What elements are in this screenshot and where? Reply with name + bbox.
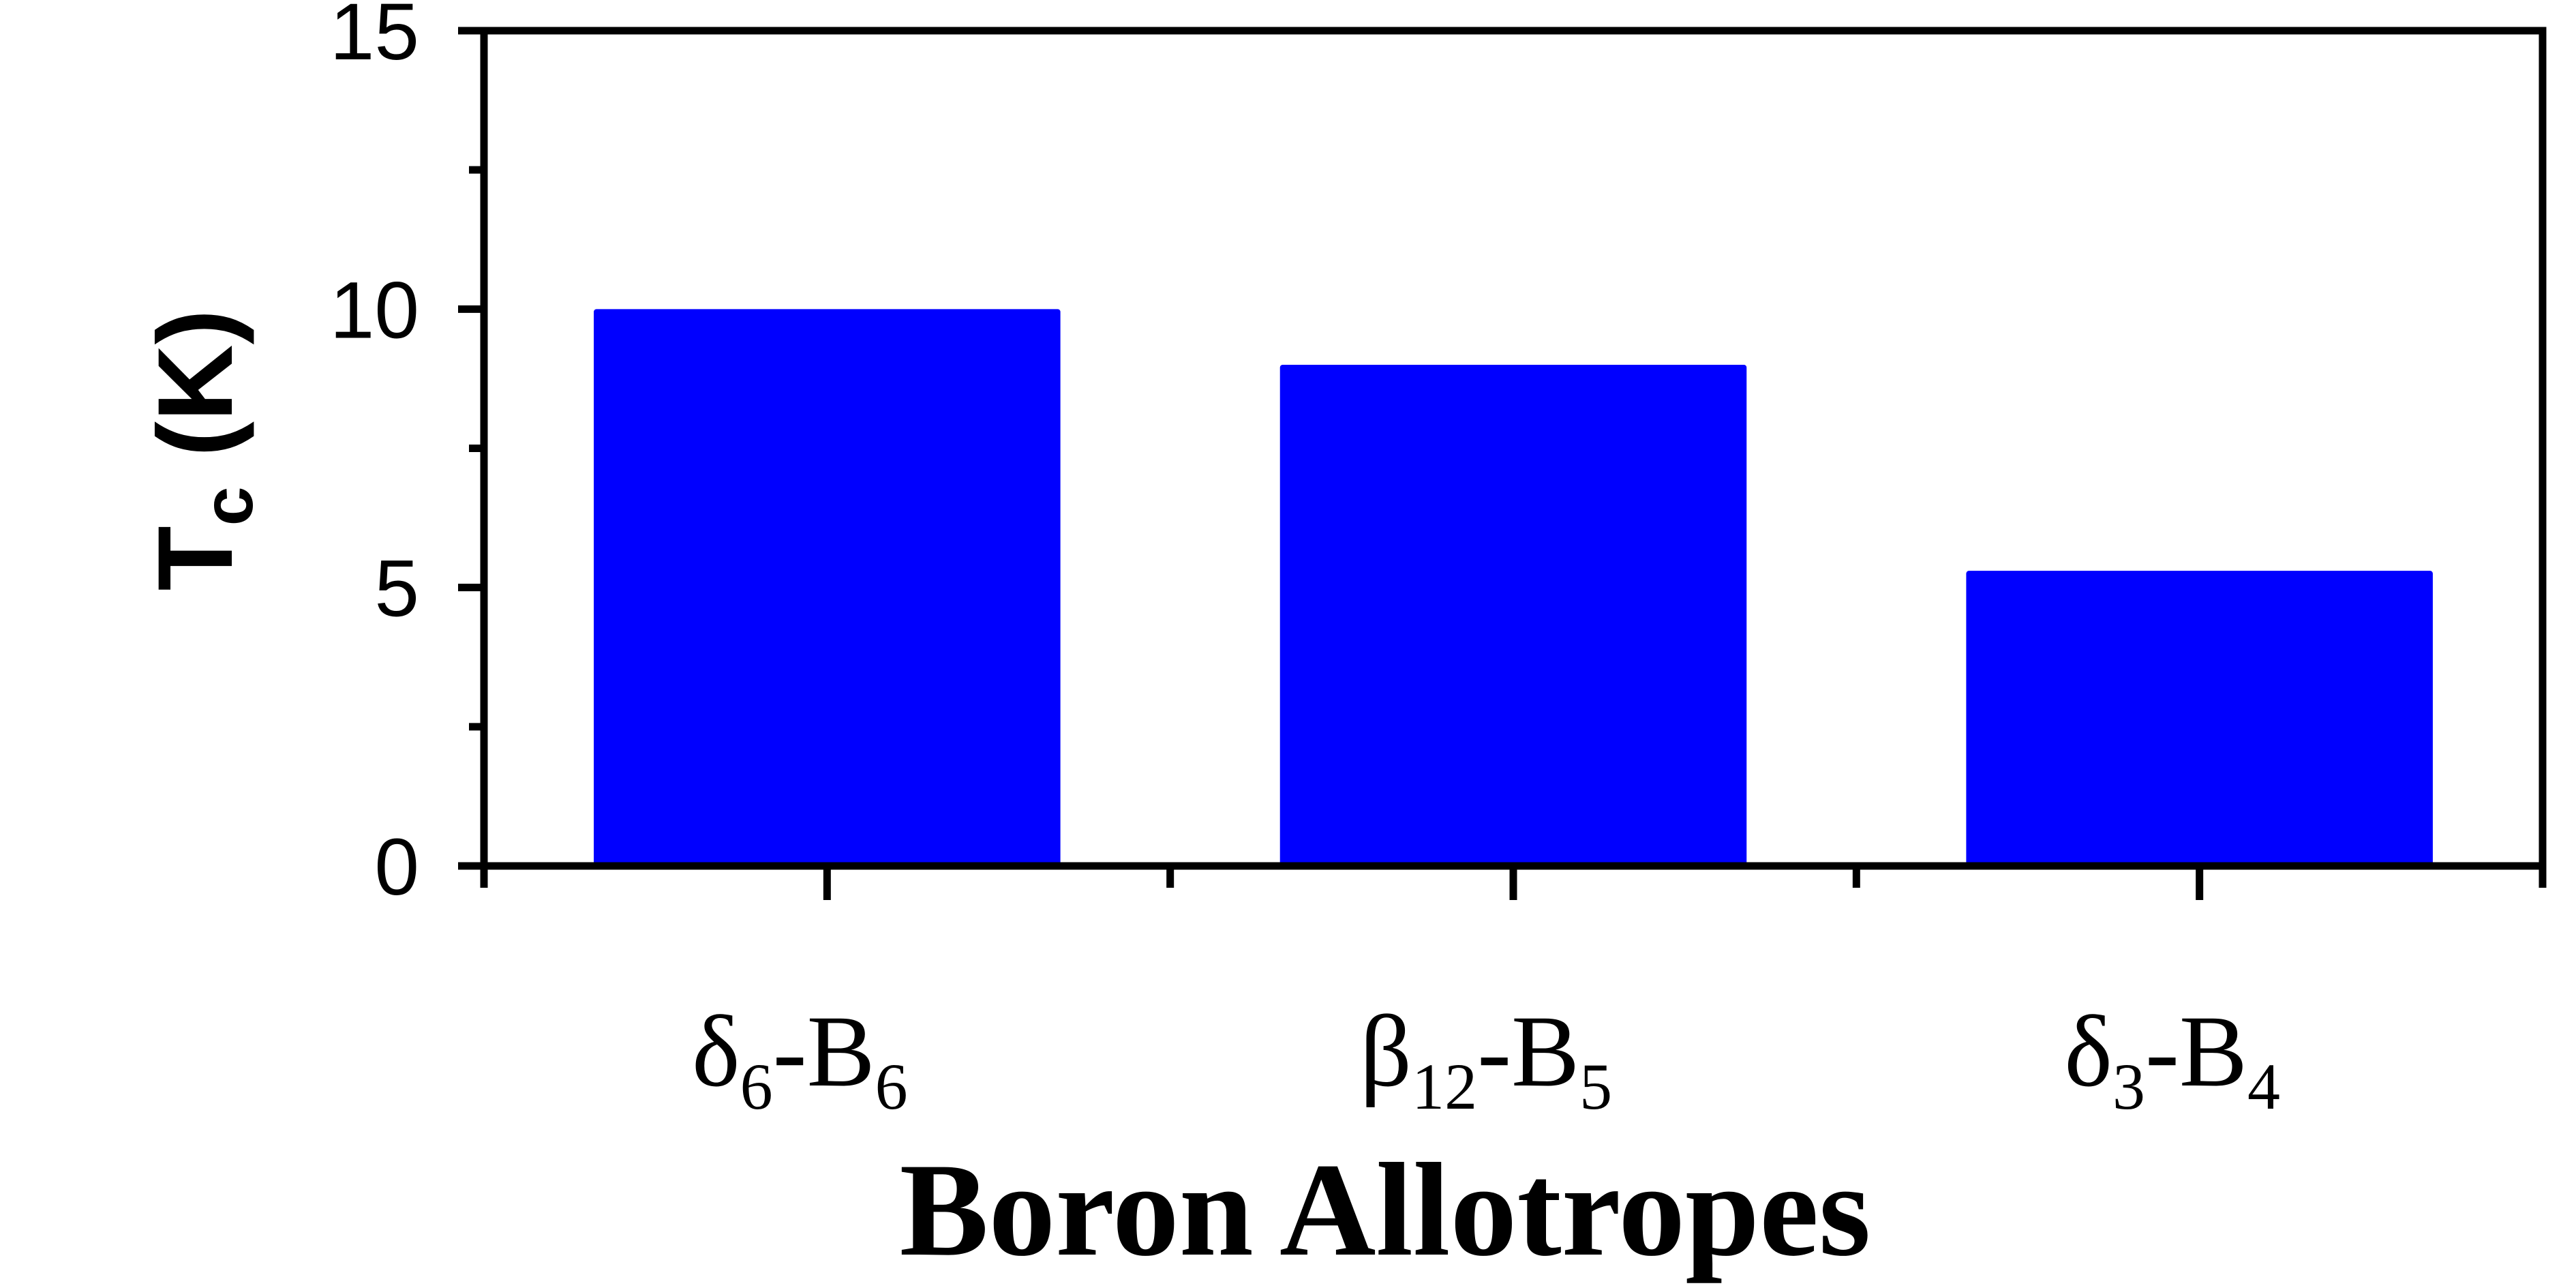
bars-group (594, 309, 2433, 866)
x-category-label-subscript: 3 (2112, 1050, 2145, 1123)
x-category-label-part: δ (2064, 995, 2112, 1108)
x-category-label-part: -B (2145, 995, 2247, 1108)
y-tick-label: 10 (330, 265, 419, 355)
x-category-label: β12-B5 (1360, 995, 1612, 1123)
bar-1 (594, 309, 1061, 866)
x-category-label-subscript: 5 (1579, 1050, 1612, 1123)
y-axis-label: Tc (K) (136, 309, 268, 590)
y-tick-label: 5 (374, 544, 419, 634)
x-tick-labels: δ6-B6 β12-B5 δ3-B4 (692, 995, 2280, 1123)
x-category-label-subscript: 4 (2247, 1050, 2280, 1123)
y-tick-label: 0 (374, 822, 419, 912)
x-axis-label: Boron Allotropes (900, 1136, 1871, 1284)
bar-2 (1279, 365, 1747, 866)
axes-group (458, 27, 2547, 900)
y-axis-label-rest: (K) (136, 309, 255, 486)
y-tick-labels: 0 5 10 15 (330, 0, 419, 912)
y-axis-label-main: T (136, 526, 255, 590)
x-category-label-part: δ (692, 995, 740, 1108)
x-category-label: δ6-B6 (692, 995, 908, 1123)
x-category-label-subscript: 12 (1412, 1050, 1477, 1123)
x-category-label: δ3-B4 (2064, 995, 2280, 1123)
x-category-label-subscript: 6 (875, 1050, 908, 1123)
x-category-label-part: -B (773, 995, 875, 1108)
x-category-label-subscript: 6 (740, 1050, 773, 1123)
y-axis-label-sub: c (189, 486, 268, 526)
x-category-label-part: -B (1477, 995, 1579, 1108)
x-category-label-part: β (1360, 995, 1412, 1108)
bar-3 (1966, 571, 2433, 866)
y-tick-label: 15 (330, 0, 419, 77)
